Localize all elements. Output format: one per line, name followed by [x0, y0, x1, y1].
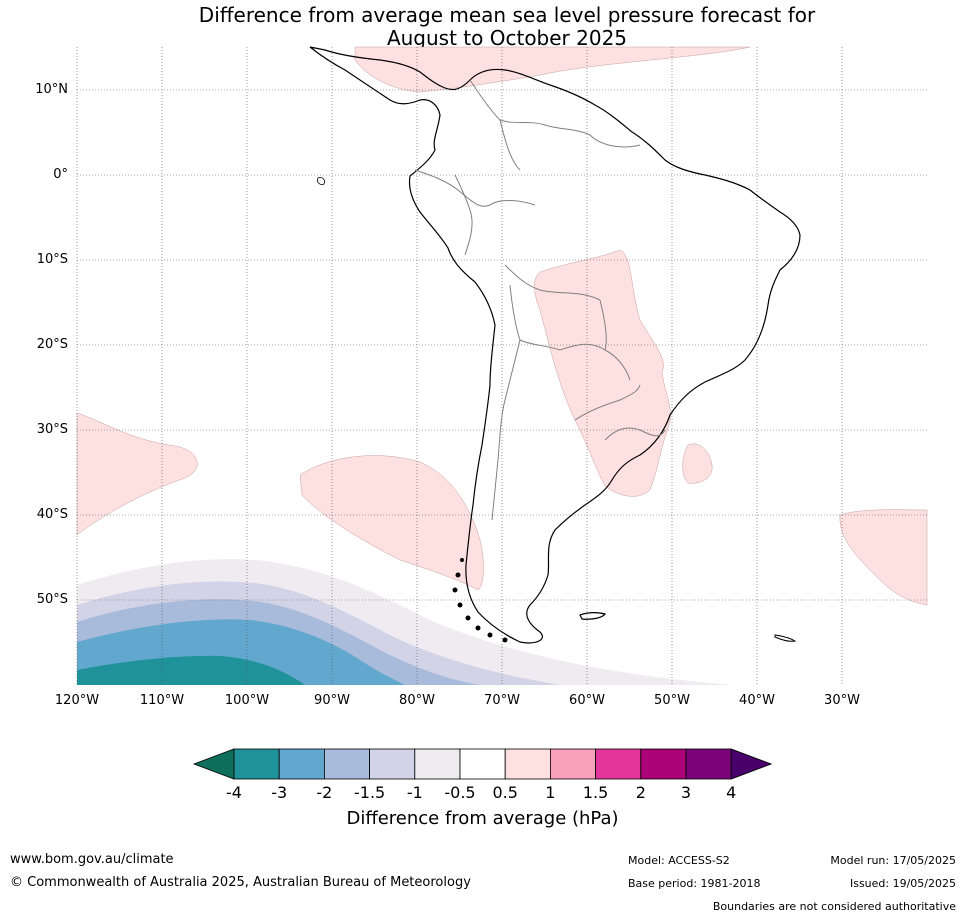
- issued-text: Issued: 19/05/2025: [849, 877, 956, 890]
- colorbar-tick-label: -1.5: [353, 783, 386, 802]
- lat-label-40s: 40°S: [36, 507, 68, 522]
- anomaly-pos-west: [76, 412, 198, 536]
- anomaly-pos-continent: [534, 249, 671, 497]
- colorbar-tick-label: 1.5: [582, 783, 609, 802]
- copyright-text: © Commonwealth of Australia 2025, Austra…: [10, 875, 471, 890]
- colorbar-tick-label: 0.5: [492, 783, 518, 802]
- lat-label-30s: 30°S: [36, 422, 68, 437]
- colorbar-tick-label: -1: [406, 783, 423, 802]
- colorbar-segment: [414, 748, 461, 780]
- anomaly-pos-east: [839, 509, 928, 606]
- colorbar-tick-label: 2: [635, 783, 646, 802]
- colorbar-segment: [459, 748, 506, 780]
- base-period-text: Base period: 1981-2018: [628, 877, 761, 890]
- disclaimer-text: Boundaries are not considered authoritat…: [712, 900, 956, 913]
- anomaly-pos-north: [354, 46, 751, 93]
- lon-label-70w: 70°W: [484, 693, 520, 708]
- lat-label-0: 0°: [53, 167, 68, 182]
- colorbar-extend-high: [730, 748, 773, 780]
- colorbar-tick-label: -4: [226, 783, 242, 802]
- colorbar-tick-label: 4: [726, 783, 737, 802]
- country-borders: [414, 79, 666, 521]
- lat-label-20s: 20°S: [36, 337, 68, 352]
- chile-archipelago: [452, 558, 508, 643]
- colorbar-label: Difference from average (hPa): [346, 808, 619, 829]
- lon-label-110w: 110°W: [139, 693, 185, 708]
- colorbar-tick-label: 3: [680, 783, 692, 802]
- colorbar-segment: [504, 748, 551, 780]
- grid-lines: [76, 47, 927, 685]
- model-run-text: Model run: 17/05/2025: [830, 854, 956, 867]
- anomaly-pos-central-pacific: [299, 455, 484, 591]
- galapagos: [317, 177, 325, 185]
- chart-title: Difference from average mean sea level p…: [0, 4, 965, 50]
- lon-label-80w: 80°W: [399, 693, 435, 708]
- colorbar-segment: [369, 748, 416, 780]
- anomaly-neg-3-4: [77, 655, 305, 685]
- colorbar-segment: [685, 748, 732, 780]
- lat-label-10n: 10°N: [35, 82, 68, 97]
- lat-label-50s: 50°S: [36, 592, 68, 607]
- lon-label-40w: 40°W: [739, 693, 775, 708]
- lon-label-120w: 120°W: [54, 693, 100, 708]
- colorbar-segment: [595, 748, 642, 780]
- lon-label-60w: 60°W: [569, 693, 605, 708]
- colorbar-extend-low: [192, 748, 235, 780]
- map: [76, 46, 928, 685]
- south-georgia: [774, 634, 797, 642]
- south-america-coastline: [309, 46, 801, 644]
- colorbar: [192, 748, 773, 780]
- falkland-islands: [579, 612, 607, 620]
- colorbar-tick-label: -3: [271, 783, 288, 802]
- lon-label-100w: 100°W: [224, 693, 270, 708]
- colorbar-segments: [192, 748, 773, 780]
- colorbar-segment: [640, 748, 687, 780]
- colorbar-segment: [233, 748, 280, 780]
- model-text: Model: ACCESS-S2: [628, 854, 730, 867]
- anomaly-pos-atlantic-small: [682, 443, 713, 484]
- title-line-1: Difference from average mean sea level p…: [198, 3, 816, 27]
- lon-label-30w: 30°W: [824, 693, 860, 708]
- colorbar-tick-label: 1: [545, 783, 556, 802]
- website-link[interactable]: www.bom.gov.au/climate: [10, 852, 174, 867]
- lat-label-10s: 10°S: [36, 252, 68, 267]
- colorbar-segment: [323, 748, 370, 780]
- colorbar-tick-label: -0.5: [444, 783, 476, 802]
- colorbar-segment: [278, 748, 325, 780]
- colorbar-tick-label: -2: [316, 783, 333, 802]
- title-line-2: August to October 2025: [386, 26, 628, 50]
- lon-label-50w: 50°W: [654, 693, 690, 708]
- lon-label-90w: 90°W: [314, 693, 350, 708]
- colorbar-segment: [549, 748, 596, 780]
